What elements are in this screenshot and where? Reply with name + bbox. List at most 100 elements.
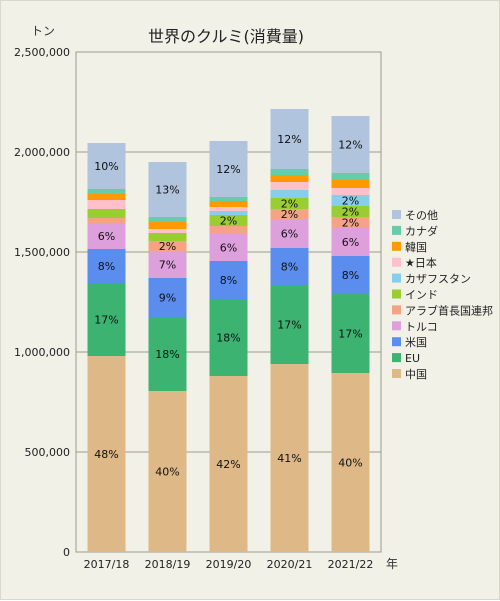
bar-stack: 40%17%8%6%2%2%2%12%: [331, 116, 370, 552]
bar-segment: [209, 141, 248, 197]
legend-label: インド: [405, 289, 438, 302]
data-label: 42%: [216, 458, 240, 471]
x-tick-label: 2019/20: [206, 558, 252, 571]
bar-segment: [331, 173, 370, 180]
data-label: 6%: [281, 228, 298, 241]
legend-label: 米国: [405, 336, 427, 349]
legend-item: EU: [392, 352, 420, 365]
legend-item: アラブ首長国連邦: [392, 303, 493, 317]
data-label: 9%: [159, 292, 176, 305]
bar-segment: [331, 188, 370, 195]
bar-segment: [209, 197, 248, 201]
legend-swatch: [392, 369, 401, 378]
bar-segment: [270, 364, 309, 552]
legend-item: カナダ: [392, 224, 438, 238]
legend-label: カザフスタン: [405, 273, 471, 286]
legend-label: 韓国: [405, 241, 427, 254]
data-label: 2%: [342, 195, 359, 208]
data-label: 18%: [216, 332, 240, 345]
y-tick-label: 1,000,000: [14, 346, 70, 359]
data-label: 17%: [277, 319, 301, 332]
bar-segment: [270, 190, 309, 198]
bar-segment: [148, 233, 187, 241]
y-tick-label: 500,000: [25, 446, 71, 459]
legend-swatch: [392, 289, 401, 299]
data-label: 2%: [342, 206, 359, 219]
data-label: 2%: [159, 240, 176, 253]
bar-segment: [209, 376, 248, 552]
legend-swatch: [392, 337, 401, 347]
bar-segment: [209, 215, 248, 226]
bar-segment: [148, 162, 187, 217]
bar-segment: [270, 219, 309, 248]
legend-item: 米国: [392, 336, 427, 349]
bar-segment: [148, 251, 187, 278]
bar-segment: [209, 207, 248, 211]
legend-label: アラブ首長国連邦: [405, 303, 493, 317]
bar-segment: [270, 209, 309, 219]
x-axis-unit-label: 年: [386, 557, 398, 571]
legend-swatch: [392, 225, 401, 235]
bar-segment: [209, 201, 248, 207]
data-label: 40%: [338, 457, 362, 470]
y-tick-labels: 0 500,000 1,000,000 1,500,000 2,000,000 2,500…: [14, 46, 70, 559]
bar-segment: [209, 211, 248, 215]
bar-segment: [87, 283, 126, 356]
legend-item: インド: [392, 289, 438, 302]
bar-segment: [87, 218, 126, 223]
data-label: 7%: [159, 259, 176, 272]
legend-swatch: [392, 305, 401, 315]
bar-segment: [270, 285, 309, 364]
data-label: 10%: [94, 160, 118, 173]
legend-item: トルコ: [392, 320, 438, 333]
data-label: 2%: [342, 217, 359, 230]
legend-label: EU: [405, 352, 420, 365]
bar-segment: [331, 116, 370, 173]
bar-segment: [270, 175, 309, 182]
data-label: 6%: [98, 230, 115, 243]
data-label: 13%: [155, 184, 179, 197]
bar-segment: [209, 261, 248, 299]
bar-stack: 40% 18% 9% 7% 2% 13%: [148, 162, 187, 552]
legend-label: ★日本: [405, 256, 437, 270]
bar-segment: [331, 206, 370, 217]
bar-segment: [87, 249, 126, 283]
bar-segment: [331, 373, 370, 552]
bar-segment: [87, 194, 126, 200]
chart-title: 世界のクルミ(消費量): [148, 27, 304, 46]
data-label: 6%: [220, 242, 237, 255]
y-tick-label: 0: [63, 546, 70, 559]
bar-segment: [148, 317, 187, 391]
bar-segment: [270, 169, 309, 175]
bar-layer: 48% 17% 8% 6% 10% 40% 18% 9% 7% 2% 13% 42% 18% 8% 6% 2%…: [87, 109, 370, 552]
data-label: 41%: [277, 452, 301, 465]
bar-segment: [270, 198, 309, 209]
bar-segment: [209, 234, 248, 261]
y-tick-label: 2,000,000: [14, 146, 70, 159]
data-label: 8%: [220, 274, 237, 287]
legend-swatch: [392, 210, 401, 219]
bar-segment: [87, 356, 126, 552]
data-label: 2%: [281, 198, 298, 211]
x-tick-label: 2018/19: [145, 558, 191, 571]
data-label: 6%: [342, 236, 359, 249]
bar-segment: [87, 209, 126, 218]
legend-item: カザフスタン: [392, 273, 471, 286]
bar-segment: [148, 241, 187, 251]
bar-segment: [87, 223, 126, 249]
x-tick-label: 2017/18: [84, 558, 130, 571]
legend-label: トルコ: [405, 320, 438, 333]
data-label: 12%: [216, 163, 240, 176]
bar-stack: 41% 17% 8% 6% 2%2% 12%: [270, 109, 309, 552]
data-label: 8%: [98, 260, 115, 273]
bar-segment: [331, 217, 370, 228]
legend-swatch: [392, 321, 401, 331]
y-tick-label: 1,500,000: [14, 246, 70, 259]
bar-segment: [209, 226, 248, 234]
data-label: 17%: [94, 314, 118, 327]
bar-segment: [87, 200, 126, 209]
bar-stack: 42% 18% 8% 6% 2% 12%: [209, 141, 248, 552]
y-axis-unit-label: トン: [31, 24, 55, 38]
